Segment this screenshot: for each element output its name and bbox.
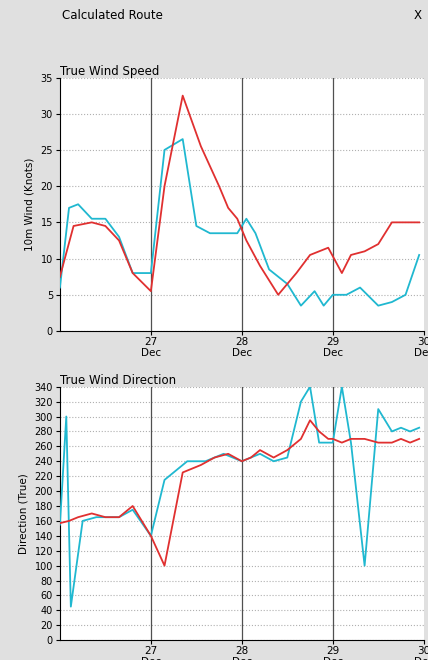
Y-axis label: 10m Wind (Knots): 10m Wind (Knots) (25, 158, 35, 251)
Text: True Wind Direction: True Wind Direction (60, 374, 176, 387)
Y-axis label: Direction (True): Direction (True) (19, 473, 29, 554)
Text: X: X (414, 9, 422, 22)
Text: True Wind Speed: True Wind Speed (60, 65, 159, 77)
Text: Calculated Route: Calculated Route (62, 9, 163, 22)
